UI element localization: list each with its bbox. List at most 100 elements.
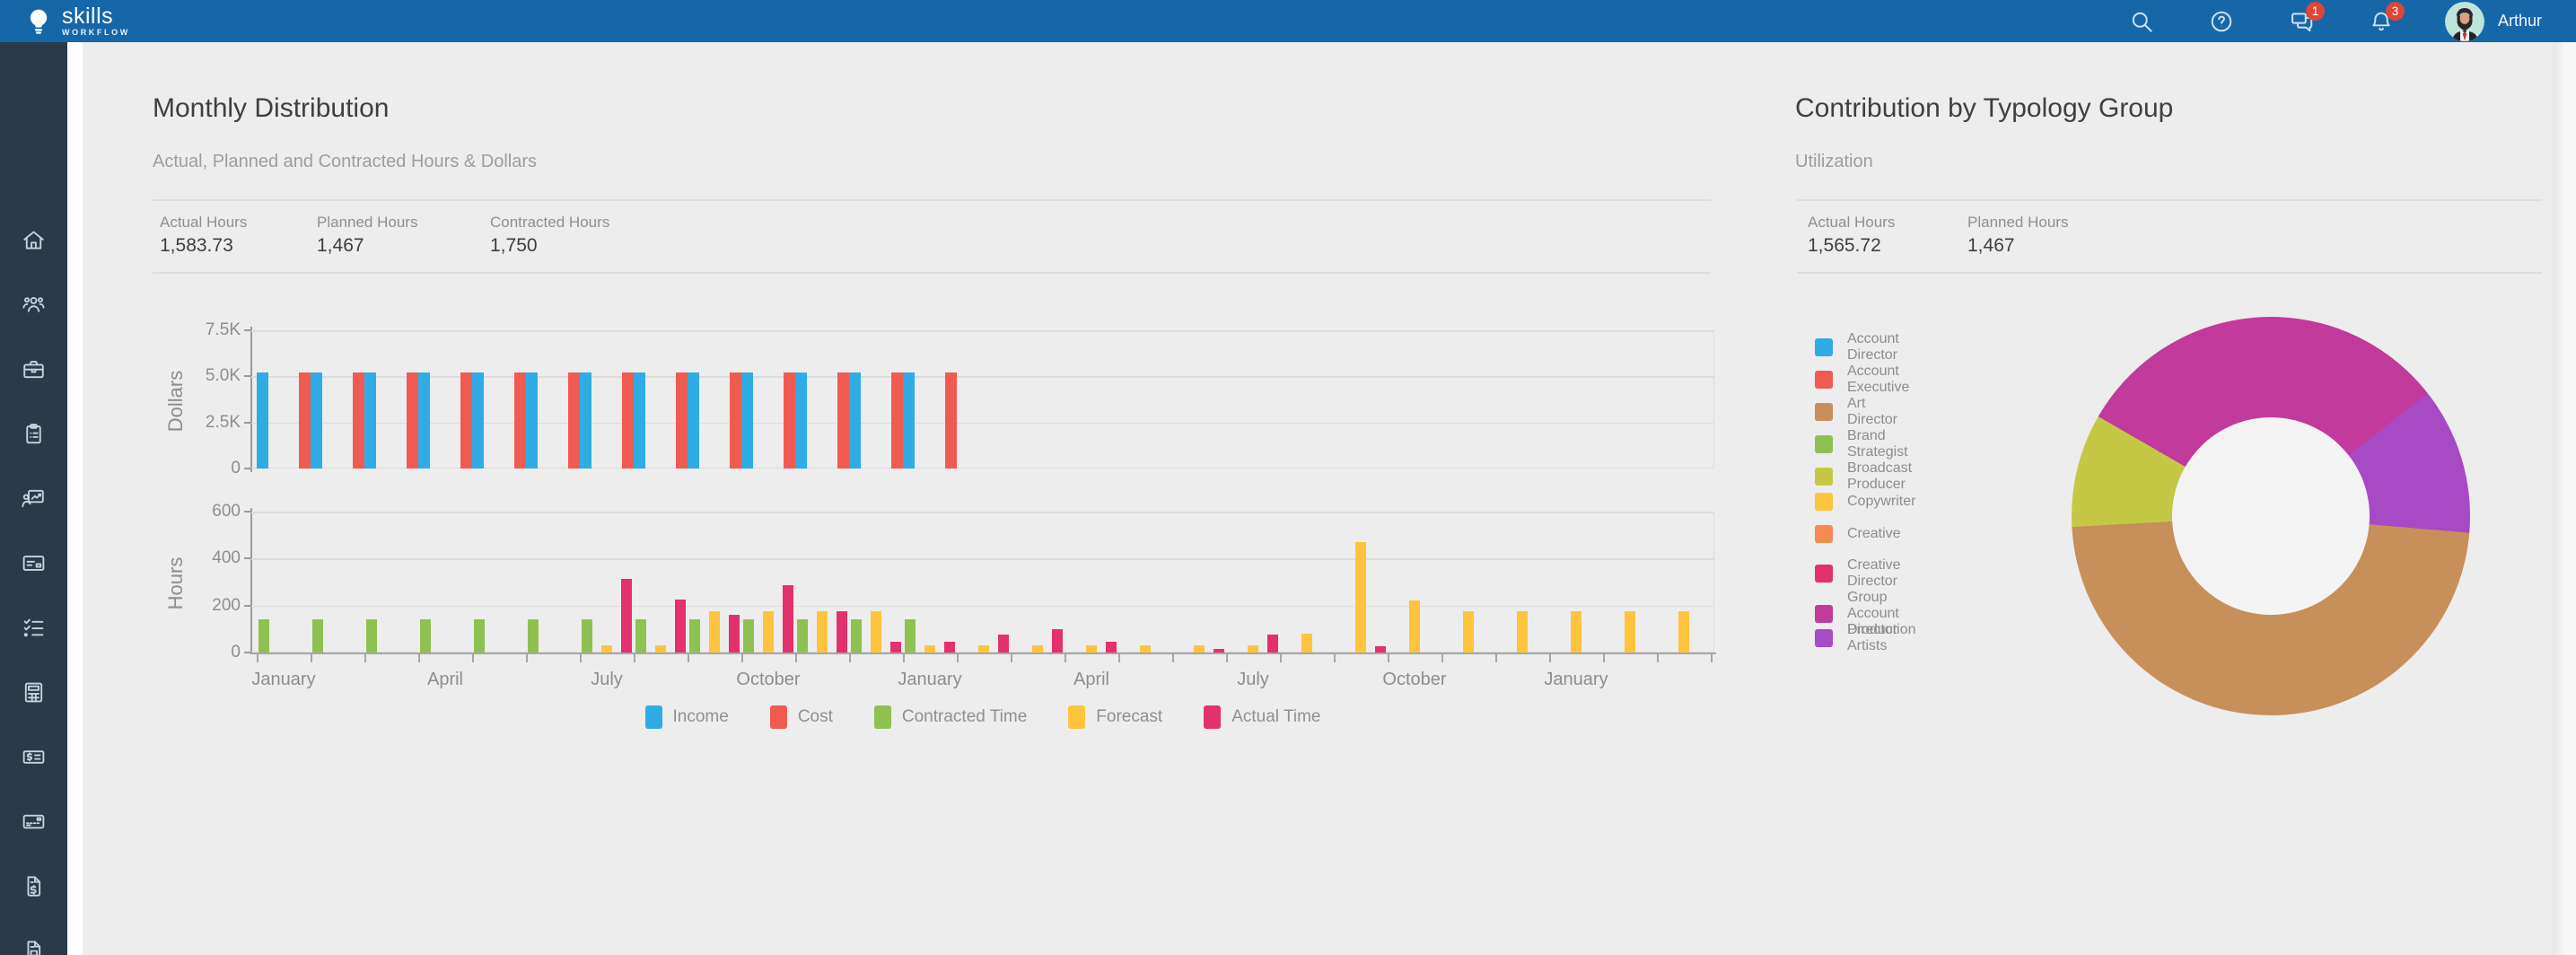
bar-forecast-m11[interactable] [817,611,828,653]
bar-contracted-time-m9[interactable] [689,619,700,653]
bar-forecast-m20[interactable] [1301,634,1312,653]
bar-forecast-m18[interactable] [1194,645,1205,653]
bar-actual-time-m18[interactable] [1214,649,1224,653]
bar-income-m11[interactable] [795,372,807,469]
bar-actual-time-m13[interactable] [944,642,955,653]
bar-contracted-time-m6[interactable] [528,619,539,653]
bar-cost-m9[interactable] [676,372,688,469]
bar-forecast-m8[interactable] [655,645,666,653]
bar-income-m3[interactable] [364,372,376,469]
legend-item-cost[interactable]: Cost [769,705,833,729]
bar-forecast-m12[interactable] [871,611,881,653]
bar-forecast-m9[interactable] [709,611,720,653]
notifications-button[interactable]: 3 [2368,1,2405,35]
typology-legend-item-group-account-director[interactable]: Group Account Director [1815,590,1899,638]
bar-cost-m8[interactable] [622,372,634,469]
bar-actual-time-m10[interactable] [783,585,793,653]
bar-cost-m7[interactable] [568,372,580,469]
typology-legend-item-brand-strategist[interactable]: Brand Strategist [1815,428,1908,460]
bar-actual-time-m16[interactable] [1106,642,1117,653]
bar-contracted-time-m1[interactable] [258,619,269,653]
bar-forecast-m17[interactable] [1140,645,1151,653]
typology-legend-item-account-director[interactable]: Account Director [1815,331,1899,364]
bar-contracted-time-m5[interactable] [474,619,485,653]
bar-income-m6[interactable] [526,372,538,469]
messages-button[interactable]: 1 [2288,1,2325,35]
bar-forecast-m14[interactable] [978,645,989,653]
user-name[interactable]: Arthur [2497,12,2542,30]
brand-logo-group[interactable]: skills WORKFLOW [23,5,130,38]
bar-contracted-time-m11[interactable] [797,619,808,653]
bar-actual-time-m8[interactable] [675,600,686,653]
sidebar-item-home[interactable] [13,220,53,259]
bar-cost-m4[interactable] [407,372,418,469]
bar-forecast-m24[interactable] [1517,611,1528,653]
bar-contracted-time-m8[interactable] [635,619,646,653]
bar-cost-m6[interactable] [514,372,526,469]
user-avatar[interactable] [2444,1,2484,41]
typology-donut-chart[interactable] [2072,317,2470,715]
typology-legend-item-creative[interactable]: Creative [1815,525,1901,543]
bar-forecast-m27[interactable] [1678,611,1689,653]
bar-income-m7[interactable] [580,372,591,469]
bar-cost-m13[interactable] [891,372,903,469]
bar-actual-time-m14[interactable] [998,635,1009,653]
sidebar-item-invoice[interactable] [13,866,53,906]
bar-income-m10[interactable] [741,372,753,469]
bar-cost-m10[interactable] [730,372,741,469]
typology-legend-item-creative-director[interactable]: Creative Director [1815,557,1901,590]
sidebar-item-card-reader[interactable] [13,802,53,841]
legend-item-actual-time[interactable]: Actual Time [1204,705,1320,729]
bar-income-m8[interactable] [634,372,645,469]
typology-legend-item-production-artists[interactable]: Production Artists [1815,622,1916,654]
bar-contracted-time-m4[interactable] [420,619,431,653]
legend-item-income[interactable]: Income [644,705,729,729]
typology-legend-item-art-director[interactable]: Art Director [1815,396,1897,428]
bar-contracted-time-m2[interactable] [312,619,323,653]
sidebar-item-calculator[interactable] [13,672,53,712]
bar-cost-m5[interactable] [460,372,472,469]
sidebar-item-money-check[interactable] [13,737,53,776]
bar-forecast-m13[interactable] [924,645,935,653]
bar-cost-m12[interactable] [837,372,849,469]
bar-forecast-m15[interactable] [1032,645,1043,653]
sidebar-item-tasks[interactable] [13,608,53,647]
bar-actual-time-m11[interactable] [837,611,847,653]
typology-legend-item-broadcast-producer[interactable]: Broadcast Producer [1815,460,1912,493]
typology-legend-item-account-executive[interactable]: Account Executive [1815,364,1909,396]
bar-forecast-m25[interactable] [1571,611,1582,653]
scrollbar-track[interactable] [2553,42,2576,955]
bar-actual-time-m19[interactable] [1267,635,1278,653]
bar-actual-time-m21[interactable] [1375,646,1386,653]
bar-forecast-m22[interactable] [1409,600,1420,653]
bar-actual-time-m15[interactable] [1052,629,1063,653]
bar-forecast-m19[interactable] [1248,645,1258,653]
sidebar-item-team[interactable] [13,285,53,324]
bar-actual-time-m12[interactable] [890,642,901,653]
bar-contracted-time-m7[interactable] [582,619,592,653]
bar-contracted-time-m13[interactable] [905,619,916,653]
search-button[interactable] [2128,8,2155,35]
bar-income-m12[interactable] [849,372,861,469]
bar-actual-time-m7[interactable] [621,579,632,653]
sidebar-item-payment-card[interactable] [13,543,53,583]
bar-cost-m11[interactable] [784,372,795,469]
bar-forecast-m23[interactable] [1463,611,1474,653]
bar-income-m9[interactable] [688,372,699,469]
bar-income-m13[interactable] [903,372,915,469]
bar-actual-time-m9[interactable] [729,615,740,653]
hours-bar-chart[interactable] [251,512,1714,653]
legend-item-forecast[interactable]: Forecast [1068,705,1162,729]
bar-cost-m14[interactable] [945,372,957,469]
bar-income-m5[interactable] [472,372,484,469]
bar-contracted-time-m3[interactable] [366,619,377,653]
typology-legend-item-copywriter[interactable]: Copywriter [1815,493,1915,511]
bar-forecast-m7[interactable] [601,645,612,653]
sidebar-item-document[interactable] [13,931,53,955]
bar-income-m1[interactable] [257,372,268,469]
sidebar-item-presentation[interactable] [13,478,53,518]
bar-cost-m2[interactable] [299,372,311,469]
bar-contracted-time-m12[interactable] [851,619,862,653]
bar-income-m2[interactable] [311,372,322,469]
bar-forecast-m10[interactable] [763,611,774,653]
